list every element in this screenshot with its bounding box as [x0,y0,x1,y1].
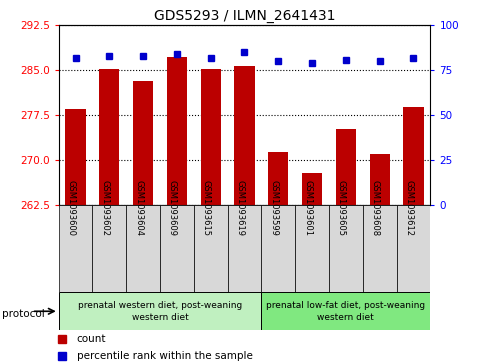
Text: prenatal low-fat diet, post-weaning
western diet: prenatal low-fat diet, post-weaning west… [266,301,425,322]
Bar [261,292,429,330]
Text: protocol: protocol [2,309,45,319]
Bar [396,205,429,292]
Text: GSM1093600: GSM1093600 [66,180,76,236]
Title: GDS5293 / ILMN_2641431: GDS5293 / ILMN_2641431 [153,9,335,23]
Bar [234,66,254,205]
Bar [99,69,119,205]
Text: GSM1093605: GSM1093605 [336,180,345,236]
Bar [193,205,227,292]
Text: GSM1093599: GSM1093599 [269,180,278,236]
Bar [261,205,295,292]
Bar [267,152,288,205]
Bar [59,292,261,330]
Bar [369,154,389,205]
Bar [301,174,322,205]
Text: GSM1093609: GSM1093609 [167,180,177,236]
Text: prenatal western diet, post-weaning
western diet: prenatal western diet, post-weaning west… [78,301,242,322]
Text: GSM1093615: GSM1093615 [202,180,210,236]
Text: GSM1093601: GSM1093601 [303,180,311,236]
Bar [295,205,328,292]
Text: GSM1093619: GSM1093619 [235,180,244,236]
Bar [65,109,85,205]
Bar [403,107,423,205]
Bar [59,205,92,292]
Bar [133,81,153,205]
Bar [92,205,126,292]
Text: GSM1093612: GSM1093612 [404,180,412,236]
Bar [200,69,221,205]
Text: GSM1093608: GSM1093608 [370,180,379,236]
Bar [227,205,261,292]
Bar [335,129,355,205]
Text: count: count [77,334,106,344]
Bar [362,205,396,292]
Bar [126,205,160,292]
Bar [160,205,193,292]
Text: GSM1093602: GSM1093602 [100,180,109,236]
Text: GSM1093604: GSM1093604 [134,180,143,236]
Bar [166,57,187,205]
Bar [328,205,362,292]
Text: percentile rank within the sample: percentile rank within the sample [77,351,252,361]
